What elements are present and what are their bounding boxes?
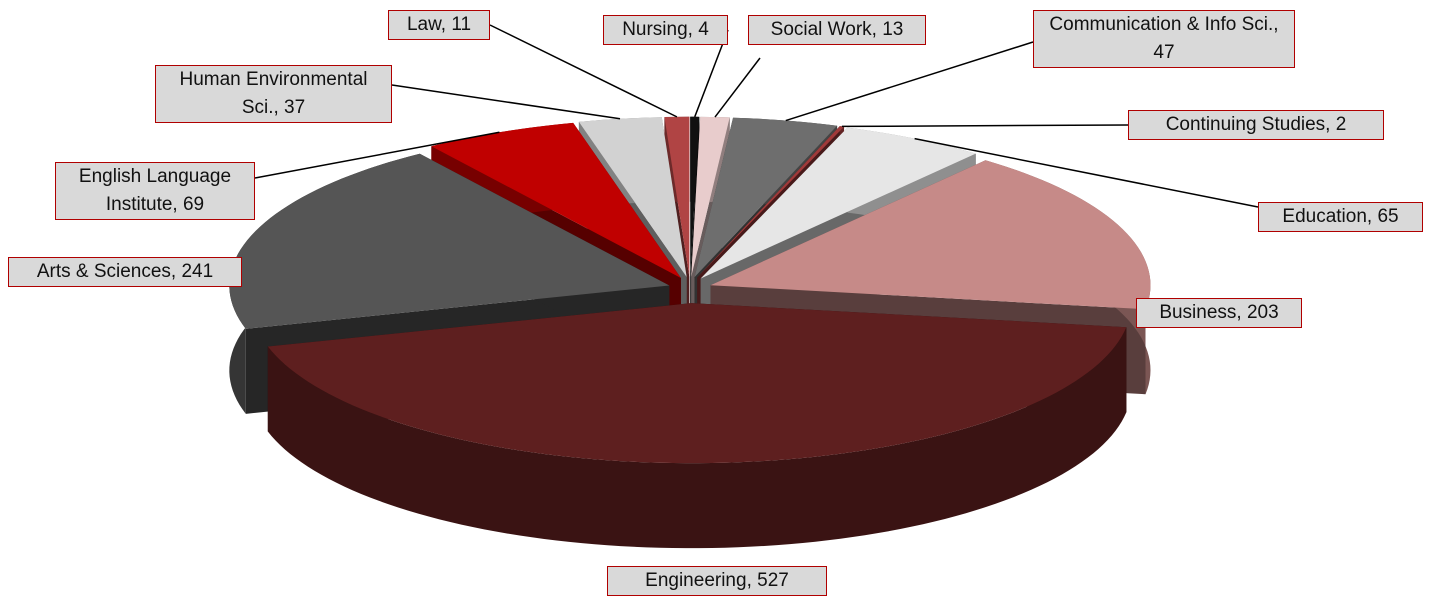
data-label: Business, 203	[1136, 298, 1302, 328]
leader-line	[391, 84, 621, 120]
data-label: Arts & Sciences, 241	[8, 257, 242, 287]
data-label: Nursing, 4	[603, 15, 728, 45]
leader-line	[714, 57, 761, 118]
data-label: Education, 65	[1258, 202, 1423, 232]
leader-line	[785, 41, 1034, 122]
slice-top	[229, 153, 670, 329]
data-label: Continuing Studies, 2	[1128, 110, 1384, 140]
slice-side	[267, 327, 1127, 549]
data-label: Law, 11	[388, 10, 490, 40]
slice-top	[694, 117, 838, 278]
slice-top	[691, 116, 730, 277]
leader-line	[489, 24, 678, 118]
leader-line	[254, 131, 500, 179]
slice-top	[578, 117, 687, 277]
data-label: Engineering, 527	[607, 566, 827, 596]
leader-line	[841, 124, 1129, 128]
slice-top	[690, 116, 700, 277]
slice-top	[710, 160, 1151, 310]
data-label: English Language Institute, 69	[55, 162, 255, 220]
data-label: Communication & Info Sci., 47	[1033, 10, 1295, 68]
slice-top	[697, 126, 845, 278]
slice-top	[700, 127, 976, 279]
slice	[267, 303, 1127, 549]
leader-line	[914, 137, 1259, 208]
data-label: Human Environmental Sci., 37	[155, 65, 392, 123]
data-label: Social Work, 13	[748, 15, 926, 45]
slice-top	[267, 303, 1127, 464]
slice-top	[431, 122, 681, 278]
slice-top	[664, 116, 690, 277]
